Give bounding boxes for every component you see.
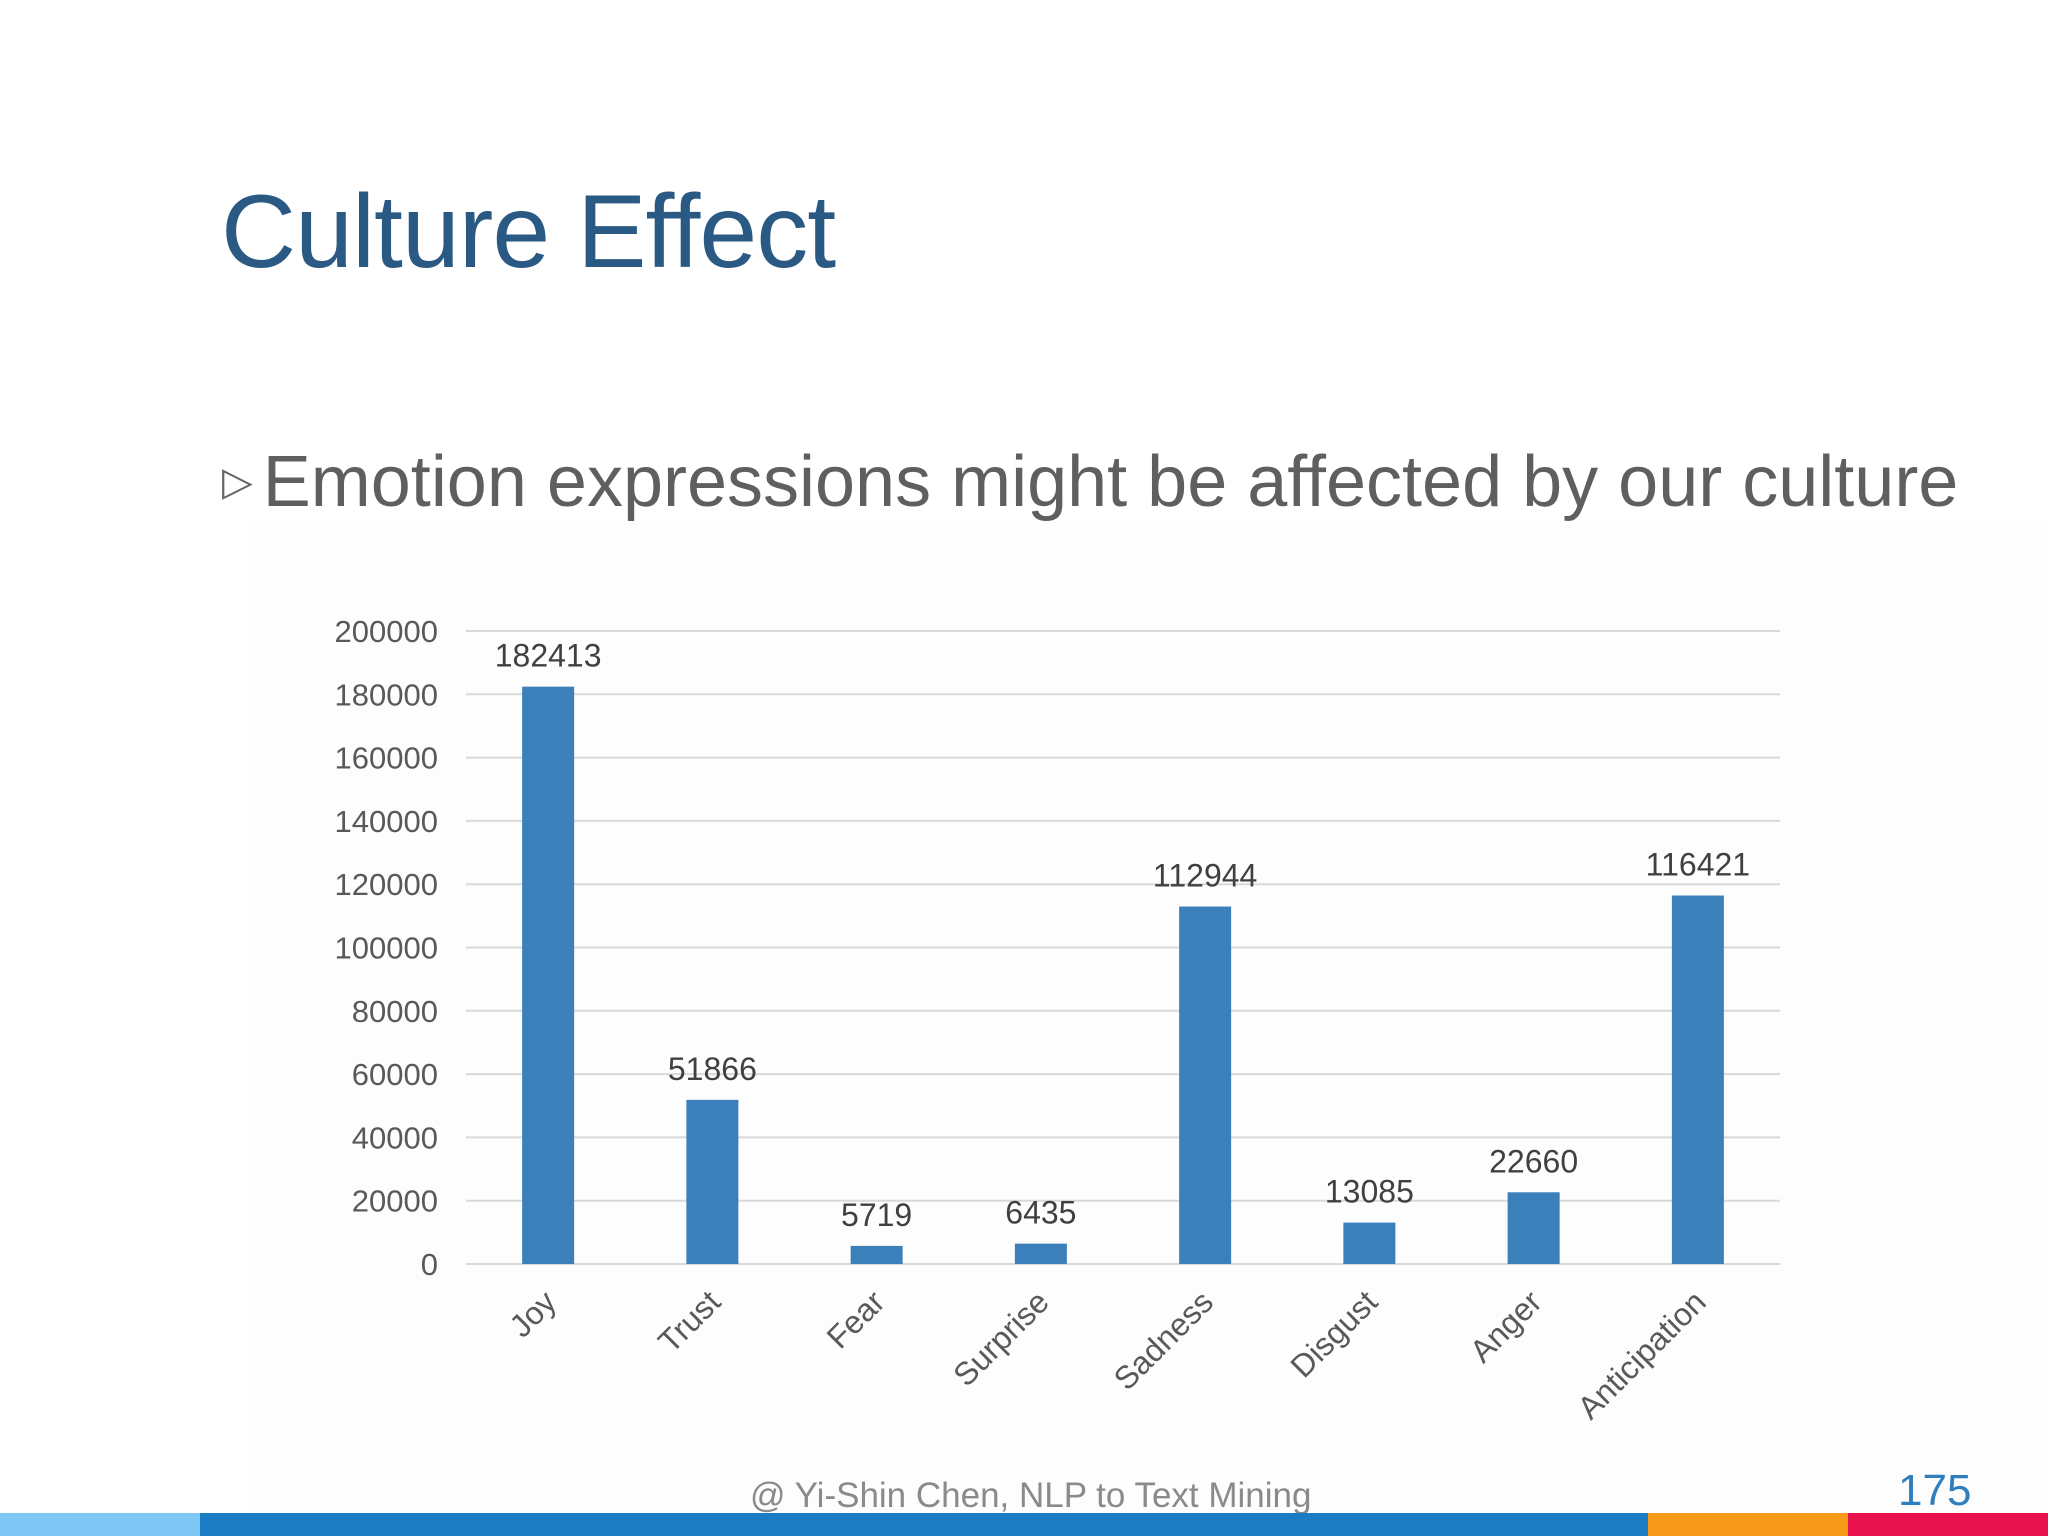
bullet-triangle-icon: ▷ [222, 460, 253, 504]
data-label: 182413 [495, 638, 602, 674]
category-label: Joy [502, 1283, 563, 1344]
footer-credit: @ Yi-Shin Chen, NLP to Text Mining [750, 1476, 1312, 1515]
category-label: Disgust [1283, 1283, 1384, 1384]
category-label: Surprise [946, 1283, 1056, 1393]
bar [522, 686, 575, 1264]
data-label: 22660 [1489, 1143, 1578, 1179]
y-tick-label: 120000 [335, 867, 438, 902]
y-tick-label: 0 [421, 1247, 438, 1282]
page-number: 175 [1898, 1466, 1972, 1515]
data-label: 6435 [1005, 1195, 1076, 1231]
slide-title: Culture Effect [221, 174, 836, 290]
y-tick-label: 20000 [352, 1184, 438, 1219]
y-tick-label: 40000 [352, 1120, 438, 1155]
category-label: Anger [1463, 1283, 1549, 1369]
data-label: 13085 [1325, 1174, 1414, 1210]
category-label: Trust [651, 1283, 727, 1359]
bar [1343, 1222, 1396, 1264]
y-tick-label: 100000 [335, 931, 438, 966]
category-label: Fear [820, 1283, 892, 1355]
y-tick-label: 200000 [335, 614, 438, 649]
footer-color-bar [0, 1513, 2048, 1536]
y-tick-label: 180000 [335, 677, 438, 712]
bar [850, 1245, 903, 1264]
data-label: 116421 [1646, 847, 1750, 883]
category-label: Anticipation [1570, 1283, 1712, 1425]
footer-bar-segment-orange [1648, 1513, 1848, 1536]
bar [1671, 895, 1724, 1264]
bullet-text: Emotion expressions might be affected by… [262, 442, 1959, 522]
bar [1507, 1192, 1560, 1264]
bar [1014, 1243, 1067, 1264]
y-tick-label: 80000 [352, 994, 438, 1029]
y-tick-label: 140000 [335, 804, 438, 839]
bullet-point: ▷ Emotion expressions might be affected … [222, 442, 1958, 522]
footer-bar-segment-light-blue [0, 1513, 200, 1536]
footer-bar-segment-red [1848, 1513, 2048, 1536]
data-label: 5719 [841, 1197, 912, 1233]
y-tick-label: 160000 [335, 741, 438, 776]
data-label: 112944 [1153, 858, 1257, 894]
data-label: 51866 [668, 1051, 757, 1087]
bar [686, 1099, 739, 1264]
category-label: Sadness [1107, 1283, 1221, 1397]
y-tick-label: 60000 [352, 1057, 438, 1092]
footer-bar-segment-blue [200, 1513, 1648, 1536]
bar [1179, 906, 1232, 1264]
